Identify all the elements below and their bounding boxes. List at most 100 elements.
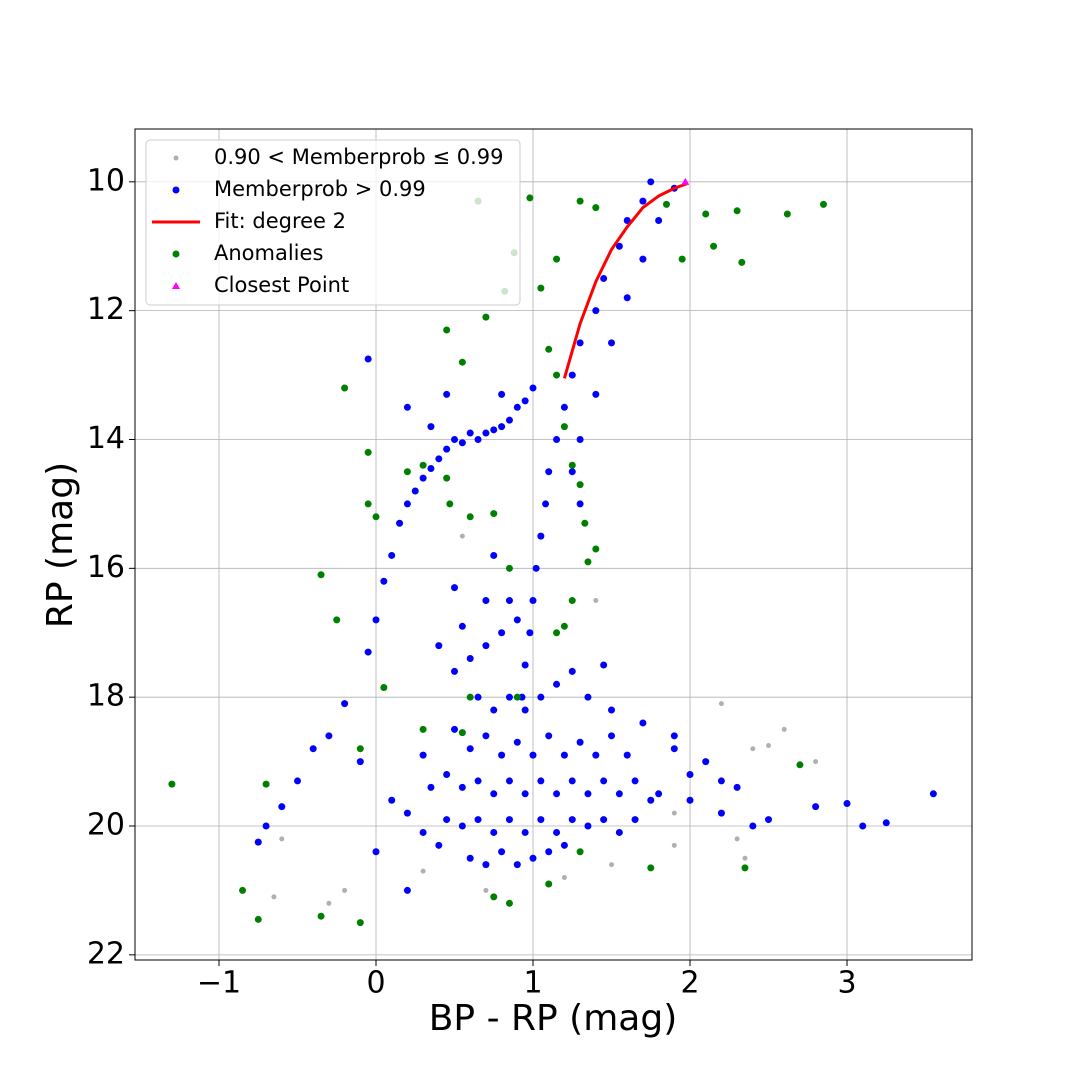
point <box>553 790 561 798</box>
point <box>608 339 616 347</box>
point <box>671 842 677 848</box>
point <box>568 816 576 824</box>
point <box>655 790 663 798</box>
point <box>529 751 537 759</box>
point <box>505 564 513 572</box>
point <box>568 777 576 785</box>
point <box>929 790 937 798</box>
point <box>584 558 592 566</box>
point <box>529 597 537 605</box>
point <box>380 577 388 585</box>
legend-label: Anomalies <box>214 241 323 265</box>
point <box>600 274 608 282</box>
point <box>364 648 372 656</box>
point <box>271 894 277 900</box>
point <box>466 745 474 753</box>
point <box>490 706 498 714</box>
x-tick-label: 3 <box>837 966 856 1001</box>
point <box>458 783 466 791</box>
x-axis-label: BP - RP (mag) <box>429 998 678 1039</box>
point <box>670 745 678 753</box>
point <box>647 178 655 186</box>
point <box>498 629 506 637</box>
y-tick-label: 12 <box>87 292 125 327</box>
point <box>526 194 534 202</box>
point <box>403 886 411 894</box>
point <box>560 841 568 849</box>
x-tick-label: 2 <box>680 966 699 1001</box>
point <box>309 745 317 753</box>
point <box>608 706 616 714</box>
point <box>419 828 427 836</box>
point <box>593 598 599 604</box>
point <box>702 210 710 218</box>
point <box>537 816 545 824</box>
point <box>443 770 451 778</box>
point <box>466 854 474 862</box>
point <box>592 390 600 398</box>
point <box>608 732 616 740</box>
point <box>443 326 451 334</box>
point <box>326 900 332 906</box>
x-tick-label: 0 <box>366 966 385 1001</box>
point <box>662 200 670 208</box>
point <box>568 371 576 379</box>
point <box>670 732 678 740</box>
point <box>262 780 270 788</box>
point <box>446 500 454 508</box>
point <box>561 875 567 881</box>
legend-label: Fit: degree 2 <box>214 209 346 233</box>
point <box>781 726 787 732</box>
point <box>498 848 506 856</box>
point <box>843 799 851 807</box>
point <box>505 597 513 605</box>
point <box>451 667 459 675</box>
point <box>483 887 489 893</box>
point <box>568 667 576 675</box>
point <box>482 642 490 650</box>
point <box>388 551 396 559</box>
point <box>560 751 568 759</box>
point <box>498 423 506 431</box>
point <box>427 783 435 791</box>
point <box>474 693 482 701</box>
point <box>513 861 521 869</box>
point <box>537 693 545 701</box>
legend-box <box>145 139 521 306</box>
point <box>568 597 576 605</box>
point <box>466 655 474 663</box>
point <box>521 397 529 405</box>
legend-swatch <box>172 282 180 289</box>
point <box>505 416 513 424</box>
point <box>505 777 513 785</box>
point <box>239 886 247 894</box>
point <box>513 616 521 624</box>
point <box>490 426 498 434</box>
point <box>678 255 686 263</box>
point <box>372 848 380 856</box>
point <box>482 861 490 869</box>
point <box>435 455 443 463</box>
point <box>474 777 482 785</box>
point <box>529 384 537 392</box>
point <box>333 616 341 624</box>
point <box>521 706 529 714</box>
point <box>568 468 576 476</box>
point <box>545 345 553 353</box>
point <box>631 816 639 824</box>
legend-swatch <box>172 186 180 194</box>
point <box>609 862 615 868</box>
point <box>482 313 490 321</box>
y-tick-label: 22 <box>87 936 125 971</box>
point <box>317 571 325 579</box>
point <box>372 616 380 624</box>
point <box>513 738 521 746</box>
point <box>411 487 419 495</box>
point <box>254 838 262 846</box>
point <box>600 661 608 669</box>
point <box>742 855 748 861</box>
x-tick-label: −1 <box>197 966 241 1001</box>
legend: 0.90 < Memberprob ≤ 0.99 Memberprob > 0.9… <box>145 139 521 306</box>
point <box>592 204 600 212</box>
point <box>783 210 791 218</box>
